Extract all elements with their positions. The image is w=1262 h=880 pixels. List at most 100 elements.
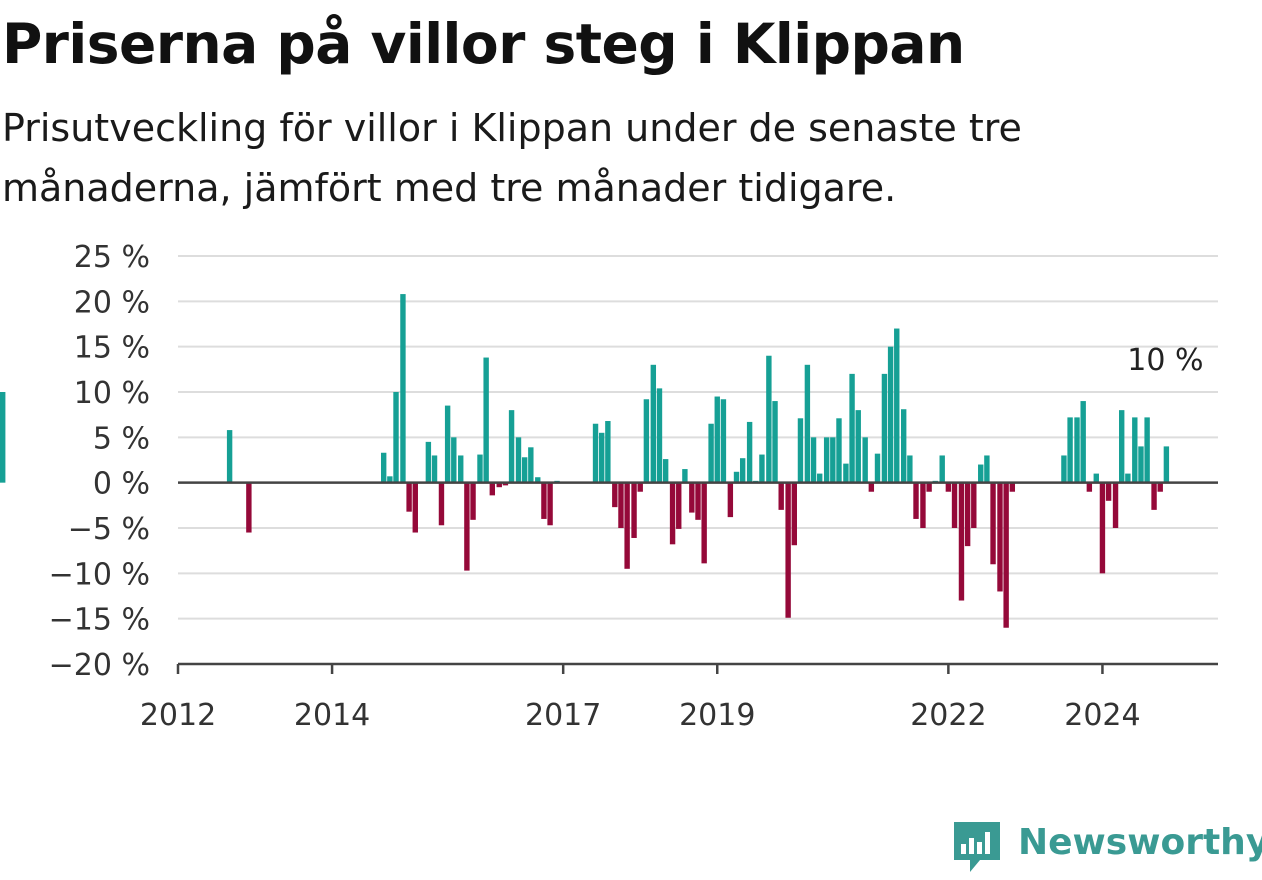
bar [1067,417,1073,483]
bar [907,455,913,483]
bar [1112,482,1119,528]
y-tick-label: −15 % [49,603,150,638]
bar [772,401,778,483]
y-tick-label: −10 % [49,557,150,592]
bar [836,418,842,483]
bar [984,455,990,483]
bar [701,482,707,564]
bars [0,294,1170,628]
y-tick-label: 25 % [74,240,150,275]
bar [945,482,952,492]
bar [438,482,445,526]
bar [592,423,599,483]
x-tick-label: 2019 [679,698,755,733]
bar [887,346,894,483]
x-tick-label: 2017 [525,698,601,733]
bar [650,364,657,483]
bar [823,437,830,483]
bar [496,482,502,488]
bar [393,392,399,483]
bar [489,482,496,496]
bar [1061,455,1067,483]
bar [797,418,804,483]
bar [695,482,701,520]
bar [618,482,624,528]
bar [978,464,984,483]
y-tick-label: 20 % [74,285,150,320]
y-tick-label: 10 % [74,376,150,411]
bar [920,482,926,528]
bar [669,482,676,545]
x-axis-ticks: 2012 2014 2017 2019 2022 2024 [140,664,1141,733]
gridlines [178,255,1218,620]
bar [1099,482,1106,574]
bar [1125,473,1131,483]
bar [676,482,682,529]
newsworthy-logo[interactable]: Newsworthy [950,818,1262,876]
bar [817,473,823,483]
bar [464,482,470,571]
bar [612,482,618,508]
bar [739,458,746,483]
bar [868,482,875,492]
bar [1157,482,1163,492]
y-tick-label: −20 % [49,648,150,683]
bar [1138,446,1144,483]
bar [508,410,515,483]
chart-subtitle: Prisutveckling för villor i Klippan unde… [2,106,1022,210]
y-tick-label: 15 % [74,331,150,366]
bar [477,454,483,483]
bar [939,455,945,483]
bar [759,454,765,483]
bar [528,447,534,483]
bar [444,405,451,483]
bar [785,482,791,618]
bar [451,437,457,483]
bar [226,430,233,483]
bar [1080,401,1086,483]
bar [849,373,855,483]
bar [656,388,663,483]
bar [689,482,695,513]
bar [778,482,784,510]
bar [1086,482,1093,492]
bar [997,482,1003,592]
bar [643,399,650,483]
bar [913,482,919,519]
bar [521,457,528,483]
bar [1144,417,1150,483]
bar [926,482,932,492]
bar [662,459,669,483]
y-tick-label: −5 % [68,512,150,547]
y-tick-label: 0 % [93,467,150,502]
bar [246,482,252,533]
bar [470,482,476,520]
bar [1132,417,1138,483]
bar [830,437,836,483]
bar [387,476,393,483]
bar [431,455,438,483]
x-tick-label: 2012 [140,698,216,733]
bar [1151,482,1157,510]
bar [0,392,6,483]
bar [708,423,714,483]
y-axis-tick-labels: 25 % 20 % 15 % 10 % 5 % 0 % −5 % −10 % −15 % −20 … [49,240,150,683]
bar [605,421,611,483]
bar [733,471,740,483]
bar [720,399,727,483]
bar [964,482,971,547]
bar [900,409,907,483]
bar [1074,417,1080,483]
y-tick-label: 5 % [93,421,150,456]
bar [412,482,418,533]
bar [971,482,977,528]
newsworthy-logo-icon [954,822,1000,872]
bar [958,482,965,601]
chart-title: Priserna på villor steg i Klippan [2,12,965,76]
bar [874,453,881,483]
bar [894,328,900,483]
bar [483,357,489,483]
bar [855,410,861,483]
bar [458,455,464,483]
bar [637,482,643,492]
